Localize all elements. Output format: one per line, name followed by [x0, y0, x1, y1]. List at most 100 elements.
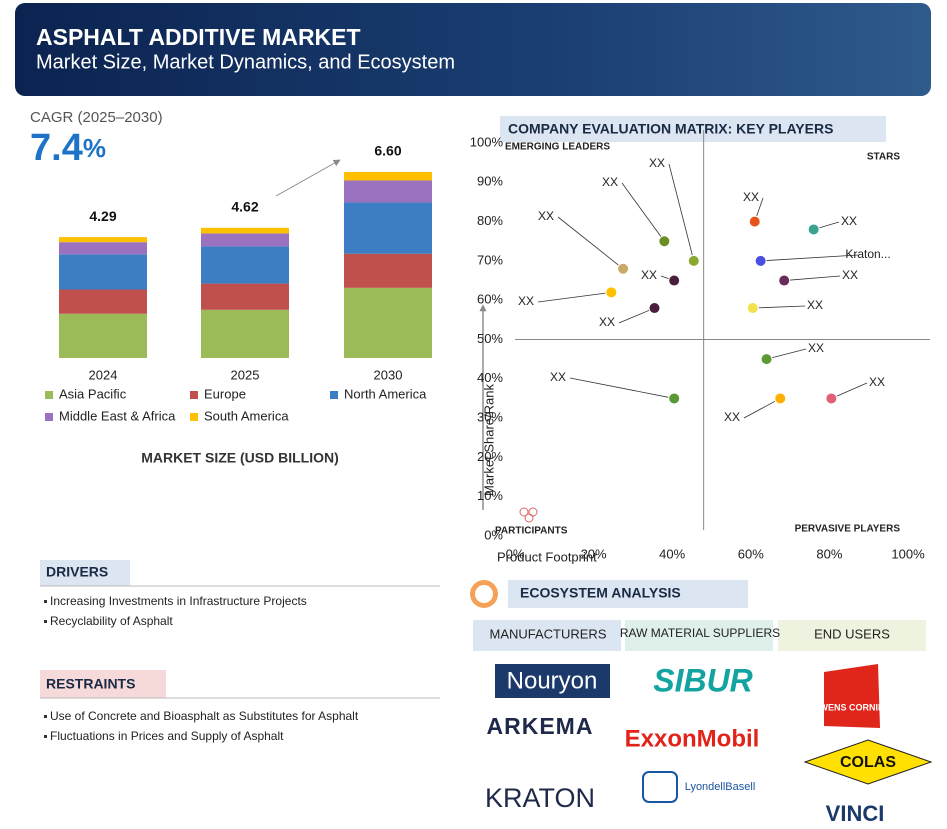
leader-line — [557, 216, 624, 270]
bar-chart-title: MARKET SIZE (USD BILLION) — [141, 450, 339, 466]
column-header-box — [473, 620, 621, 651]
growth-arrow — [275, 159, 341, 197]
y-tick-label: 20% — [477, 449, 503, 464]
company-point — [746, 302, 759, 315]
logo: LyondellBasell — [685, 781, 756, 793]
quadrant-label: PERVASIVE PLAYERS — [795, 524, 901, 535]
cagr-unit: % — [83, 133, 106, 163]
icon — [524, 513, 534, 523]
bar-segment — [59, 289, 147, 314]
drivers-box — [40, 560, 130, 586]
leader-line — [752, 305, 806, 309]
y-tick-label: 50% — [477, 331, 503, 346]
column-header-box — [625, 620, 773, 651]
cagr-value: 7.4% — [30, 127, 106, 169]
leader-line — [784, 275, 841, 281]
point-label: XX — [641, 268, 657, 282]
bar-segment — [201, 309, 289, 358]
x-axis-label: Product Footprint — [497, 549, 597, 564]
company-point — [754, 254, 767, 267]
icon — [528, 507, 538, 517]
x-tick-label: 0% — [506, 546, 525, 561]
logo: ARKEMA — [487, 713, 594, 739]
bar-segment — [344, 253, 432, 288]
y-tick-label: 100% — [470, 134, 504, 149]
ecosystem-icon — [475, 585, 493, 603]
company-point — [687, 254, 700, 267]
matrix-title: COMPANY EVALUATION MATRIX: KEY PLAYERS — [508, 121, 833, 137]
y-tick-label: 30% — [477, 410, 503, 425]
bar-segment — [344, 180, 432, 203]
legend-swatch — [45, 391, 53, 399]
logo: COLAS — [840, 754, 896, 771]
point-label: XX — [538, 209, 554, 223]
total-label: 4.62 — [231, 199, 258, 215]
y-axis-label: Market Share/Rank — [481, 384, 496, 496]
restraints-box — [40, 670, 166, 698]
point-label: Kraton... — [845, 247, 890, 261]
logo-shape — [824, 664, 880, 728]
bar-segment — [344, 287, 432, 358]
list-item: Use of Concrete and Bioasphalt as Substi… — [50, 709, 359, 723]
company-point — [668, 392, 681, 405]
y-tick-label: 0% — [484, 527, 503, 542]
legend-label: Asia Pacific — [59, 386, 127, 401]
point-label: XX — [550, 370, 566, 384]
company-point — [760, 353, 773, 366]
logo: KRATON — [485, 783, 595, 813]
point-label: XX — [807, 298, 823, 312]
x-tick-label: 20% — [581, 546, 607, 561]
legend-label: Europe — [204, 386, 246, 401]
leader-line — [668, 163, 695, 261]
restraints-title: RESTRAINTS — [46, 676, 135, 692]
company-point — [825, 392, 838, 405]
bar-segment — [59, 313, 147, 358]
x-tick-label: 40% — [659, 546, 685, 561]
logo-shape — [803, 739, 933, 785]
company-point — [648, 302, 661, 315]
point-label: XX — [808, 341, 824, 355]
leader-line — [621, 182, 665, 242]
y-tick-label: 60% — [477, 292, 503, 307]
quadrant-label: PARTICIPANTS — [495, 526, 568, 537]
list-item: Increasing Investments in Infrastructure… — [50, 594, 307, 608]
column-header: RAW MATERIAL SUPPLIERS — [620, 626, 780, 640]
drivers-title: DRIVERS — [46, 564, 108, 580]
bullet — [44, 620, 47, 623]
x-tick-label: 60% — [738, 546, 764, 561]
x-tick-label: 2030 — [374, 367, 403, 382]
column-header-box — [778, 620, 926, 651]
bar-segment — [59, 254, 147, 290]
leader-line — [537, 291, 612, 303]
bar-segment — [201, 246, 289, 284]
leader-line — [831, 382, 868, 399]
column-header: END USERS — [814, 626, 890, 641]
x-tick-label: 100% — [891, 546, 925, 561]
list-item: Fluctuations in Prices and Supply of Asp… — [50, 729, 284, 743]
y-tick-label: 90% — [477, 174, 503, 189]
bar-segment — [201, 227, 289, 234]
company-point — [668, 274, 681, 287]
point-label: XX — [599, 315, 615, 329]
column-header: MANUFACTURERS — [489, 626, 606, 641]
point-label: XX — [743, 190, 759, 204]
header-subtitle: Market Size, Market Dynamics, and Ecosys… — [36, 51, 455, 73]
y-tick-label: 40% — [477, 370, 503, 385]
company-point — [605, 286, 618, 299]
bullet — [44, 600, 47, 603]
ecosystem-title-box — [508, 580, 748, 608]
quadrant-label: EMERGING LEADERS — [505, 142, 610, 153]
company-point — [617, 262, 630, 275]
x-tick-label: 2025 — [231, 367, 260, 382]
leader-line — [766, 348, 807, 360]
company-point — [807, 223, 820, 236]
bar-segment — [344, 202, 432, 254]
point-label: XX — [649, 156, 665, 170]
total-label: 4.29 — [89, 208, 116, 224]
legend-swatch — [45, 413, 53, 421]
leader-line — [569, 377, 675, 399]
cagr-label: CAGR (2025–2030) — [30, 109, 163, 126]
logo-mark — [642, 771, 678, 803]
header-title: ASPHALT ADDITIVE MARKET — [36, 24, 361, 50]
